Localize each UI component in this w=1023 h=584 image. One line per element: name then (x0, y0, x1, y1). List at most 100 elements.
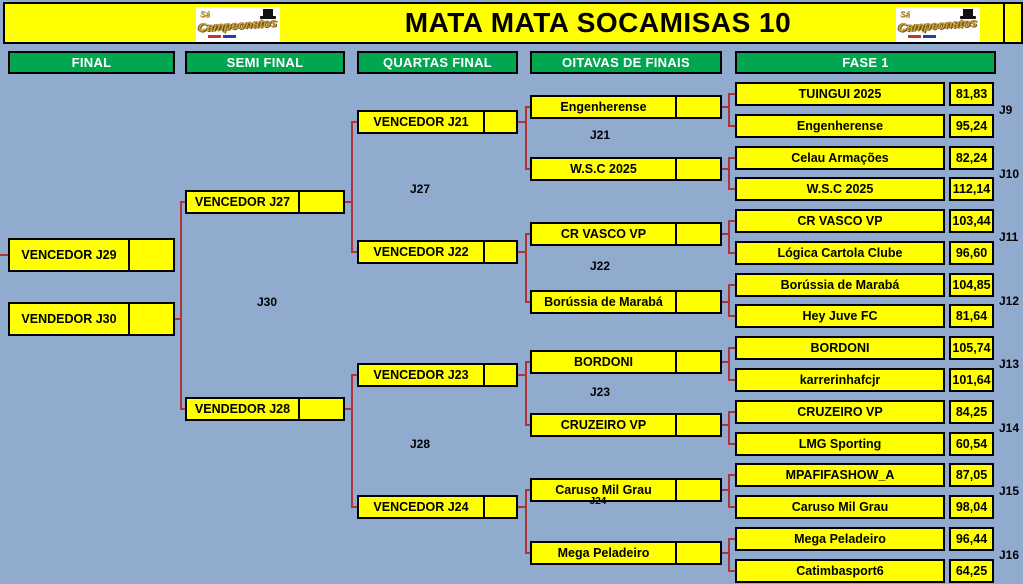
match-label-j10: J10 (999, 166, 1020, 181)
team-box-fase1-4[interactable]: CR VASCO VP (735, 209, 945, 233)
score-box-fase1-2[interactable]: 82,24 (949, 146, 994, 170)
score-box-fase1-11[interactable]: 60,54 (949, 432, 994, 456)
score-value: 96,60 (955, 246, 988, 260)
team-box-oitavas-0[interactable]: Engenherense (530, 95, 722, 119)
team-box-quartas-2[interactable]: VENCEDOR J23 (357, 363, 518, 387)
team-box-fase1-7[interactable]: Hey Juve FC (735, 304, 945, 328)
team-box-fase1-13[interactable]: Caruso Mil Grau (735, 495, 945, 519)
team-name: Engenherense (532, 97, 677, 117)
score-box-fase1-10[interactable]: 84,25 (949, 400, 994, 424)
team-box-final-1[interactable]: VENDEDOR J30 (8, 302, 175, 336)
score-value: 112,14 (952, 182, 991, 196)
score-box-fase1-6[interactable]: 104,85 (949, 273, 994, 297)
match-label-j11: J11 (999, 230, 1019, 244)
team-name: VENCEDOR J22 (359, 242, 485, 262)
team-box-fase1-11[interactable]: LMG Sporting (735, 432, 945, 456)
score-value: 104,85 (952, 278, 991, 292)
team-name: Catimbasport6 (796, 564, 884, 578)
team-box-fase1-15[interactable]: Catimbasport6 (735, 559, 945, 583)
match-label-j27: J27 (409, 182, 431, 196)
logo-small-text: Sá (900, 10, 910, 19)
match-label-j28: J28 (409, 437, 431, 451)
team-box-quartas-0[interactable]: VENCEDOR J21 (357, 110, 518, 134)
score-value: 81,64 (955, 309, 988, 323)
top-hat-icon (960, 9, 976, 19)
team-name: CRUZEIRO VP (797, 405, 883, 419)
team-name: TUINGUI 2025 (798, 87, 882, 101)
team-box-fase1-10[interactable]: CRUZEIRO VP (735, 400, 945, 424)
team-box-fase1-2[interactable]: Celau Armações (735, 146, 945, 170)
score-cell (677, 292, 720, 312)
score-box-fase1-12[interactable]: 87,05 (949, 463, 994, 487)
team-box-oitavas-7[interactable]: Mega Peladeiro (530, 541, 722, 565)
team-box-quartas-3[interactable]: VENCEDOR J24 (357, 495, 518, 519)
match-label-j22: J22 (589, 259, 611, 273)
score-cell (485, 497, 516, 517)
team-box-fase1-8[interactable]: BORDONI (735, 336, 945, 360)
team-name: CR VASCO VP (797, 214, 883, 228)
team-name: VENCEDOR J27 (187, 192, 300, 212)
team-box-oitavas-5[interactable]: CRUZEIRO VP (530, 413, 722, 437)
score-value: 84,25 (955, 405, 988, 419)
column-header-fase1: FASE 1 (735, 51, 996, 74)
team-box-final-0[interactable]: VENCEDOR J29 (8, 238, 175, 272)
score-box-fase1-15[interactable]: 64,25 (949, 559, 994, 583)
score-value: 101,64 (952, 373, 991, 387)
team-name: VENCEDOR J24 (359, 497, 485, 517)
team-box-fase1-5[interactable]: Lógica Cartola Clube (735, 241, 945, 265)
team-box-fase1-12[interactable]: MPAFIFASHOW_A (735, 463, 945, 487)
team-box-fase1-1[interactable]: Engenherense (735, 114, 945, 138)
score-cell (485, 112, 516, 132)
score-box-fase1-14[interactable]: 96,44 (949, 527, 994, 551)
team-box-quartas-1[interactable]: VENCEDOR J22 (357, 240, 518, 264)
logo-right: Sá Campeonatos (896, 7, 980, 42)
score-box-fase1-7[interactable]: 81,64 (949, 304, 994, 328)
team-box-fase1-9[interactable]: karrerinhafcjr (735, 368, 945, 392)
team-box-oitavas-3[interactable]: Borússia de Marabá (530, 290, 722, 314)
match-label-j15: J15 (999, 484, 1020, 498)
match-label-j14: J14 (999, 421, 1020, 435)
team-name: karrerinhafcjr (799, 373, 881, 387)
column-header-semi: SEMI FINAL (185, 51, 345, 74)
logo-small-text: Sá (200, 10, 210, 19)
team-name: VENCEDOR J21 (359, 112, 485, 132)
logo-stripe-red (208, 35, 221, 38)
score-box-fase1-3[interactable]: 112,14 (949, 177, 994, 201)
match-label-j30: J30 (256, 295, 278, 309)
score-box-fase1-8[interactable]: 105,74 (949, 336, 994, 360)
score-cell (130, 304, 173, 334)
team-name: Borússia de Marabá (532, 292, 677, 312)
score-box-fase1-0[interactable]: 81,83 (949, 82, 994, 106)
team-box-oitavas-2[interactable]: CR VASCO VP (530, 222, 722, 246)
score-box-fase1-1[interactable]: 95,24 (949, 114, 994, 138)
team-name: LMG Sporting (798, 437, 882, 451)
team-box-fase1-14[interactable]: Mega Peladeiro (735, 527, 945, 551)
team-box-fase1-3[interactable]: W.S.C 2025 (735, 177, 945, 201)
match-label-j23: J23 (589, 385, 611, 399)
score-value: 60,54 (955, 437, 988, 451)
score-box-fase1-4[interactable]: 103,44 (949, 209, 994, 233)
score-value: 96,44 (955, 532, 988, 546)
team-box-semi-0[interactable]: VENCEDOR J27 (185, 190, 345, 214)
team-name: Mega Peladeiro (532, 543, 677, 563)
team-name: Borússia de Marabá (780, 278, 900, 292)
team-name: BORDONI (532, 352, 677, 372)
team-box-fase1-0[interactable]: TUINGUI 2025 (735, 82, 945, 106)
score-box-fase1-13[interactable]: 98,04 (949, 495, 994, 519)
team-box-semi-1[interactable]: VENDEDOR J28 (185, 397, 345, 421)
team-box-oitavas-1[interactable]: W.S.C 2025 (530, 157, 722, 181)
match-label-j13: J13 (999, 357, 1020, 371)
score-value: 81,83 (955, 87, 988, 101)
team-box-fase1-6[interactable]: Borússia de Marabá (735, 273, 945, 297)
score-value: 82,24 (955, 151, 988, 165)
column-header-final: FINAL (8, 51, 175, 74)
score-box-fase1-5[interactable]: 96,60 (949, 241, 994, 265)
score-box-fase1-9[interactable]: 101,64 (949, 368, 994, 392)
title-bar-divider (1003, 4, 1005, 42)
team-box-oitavas-4[interactable]: BORDONI (530, 350, 722, 374)
team-name: Mega Peladeiro (794, 532, 886, 546)
team-name: MPAFIFASHOW_A (785, 468, 895, 482)
team-name: Caruso Mil Grau (791, 500, 889, 514)
team-box-oitavas-6[interactable]: Caruso Mil Grau (530, 478, 722, 502)
match-label-j16: J16 (999, 548, 1020, 562)
